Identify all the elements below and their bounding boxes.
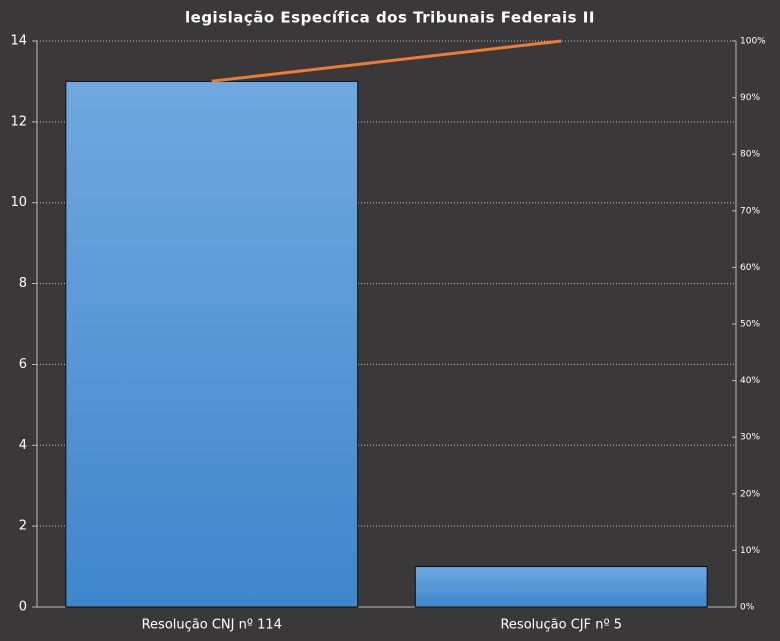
y-tick-label: 6: [19, 357, 27, 372]
y-tick-label: 14: [10, 34, 27, 49]
cumulative-line: [211, 39, 562, 83]
bar: [414, 566, 708, 608]
bar: [65, 80, 359, 608]
y2-tick-label: 70%: [740, 206, 760, 216]
y-tick-label: 10: [10, 195, 27, 210]
y-tick-label: 2: [19, 519, 27, 534]
y2-tick-label: 40%: [740, 376, 760, 386]
x-tick-label: Resolução CNJ nº 114: [142, 618, 282, 633]
y-tick-label: 12: [10, 114, 27, 129]
y2-tick-label: 30%: [740, 433, 760, 443]
x-tick-label: Resolução CJF nº 5: [500, 618, 622, 633]
y2-tick-label: 50%: [740, 320, 760, 330]
y2-tick-label: 60%: [740, 263, 760, 273]
y2-tick-label: 20%: [740, 489, 760, 499]
y2-tick-label: 100%: [740, 37, 766, 47]
y-tick-label: 8: [19, 276, 27, 291]
y2-tick-label: 0%: [740, 603, 755, 613]
y-tick-label: 4: [19, 438, 27, 453]
y2-tick-label: 80%: [740, 150, 760, 160]
y-tick-label: 0: [19, 600, 27, 615]
y2-tick-label: 90%: [740, 93, 760, 103]
y2-tick-label: 10%: [740, 546, 760, 556]
chart-title: legislação Específica dos Tribunais Fede…: [185, 9, 595, 27]
